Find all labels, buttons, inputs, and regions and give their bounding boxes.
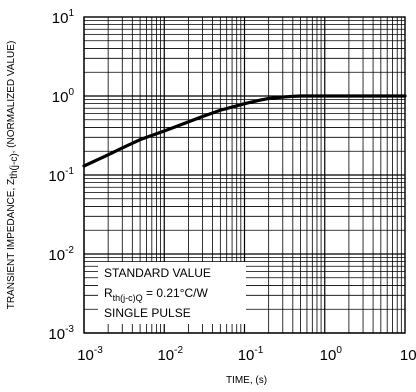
plot-frame <box>83 16 406 334</box>
x-tick-labels: 10-3 10-2 10-1 100 101 <box>77 345 416 364</box>
x-axis-label: TIME, (s) <box>226 375 267 386</box>
annotation-standard-value: STANDARD VALUE <box>104 266 211 280</box>
x-tick-label: 10-1 <box>238 345 264 364</box>
x-tick-label: 10-3 <box>77 345 103 364</box>
annotation-rth-value: Rth(j-c)Q = 0.21°C/W <box>104 286 209 303</box>
annotation-single-pulse: SINGLE PULSE <box>104 306 191 320</box>
y-tick-labels: 10-3 10-2 10-1 100 101 <box>48 8 74 343</box>
annotation-box <box>98 262 246 324</box>
x-tick-label: 101 <box>400 345 416 364</box>
y-tick-label: 10-2 <box>48 245 74 264</box>
x-tick-label: 100 <box>320 345 343 364</box>
y-tick-label: 10-1 <box>48 166 74 185</box>
y-tick-label: 101 <box>52 8 75 27</box>
x-tick-label: 10-2 <box>157 345 183 364</box>
series-line <box>82 94 407 168</box>
y-tick-label: 100 <box>52 87 75 106</box>
y-axis-label: TRANSIENT IMPEDANCE, Zth(j-c), (NORMALIZ… <box>6 41 20 310</box>
y-tick-label: 10-3 <box>48 324 74 343</box>
